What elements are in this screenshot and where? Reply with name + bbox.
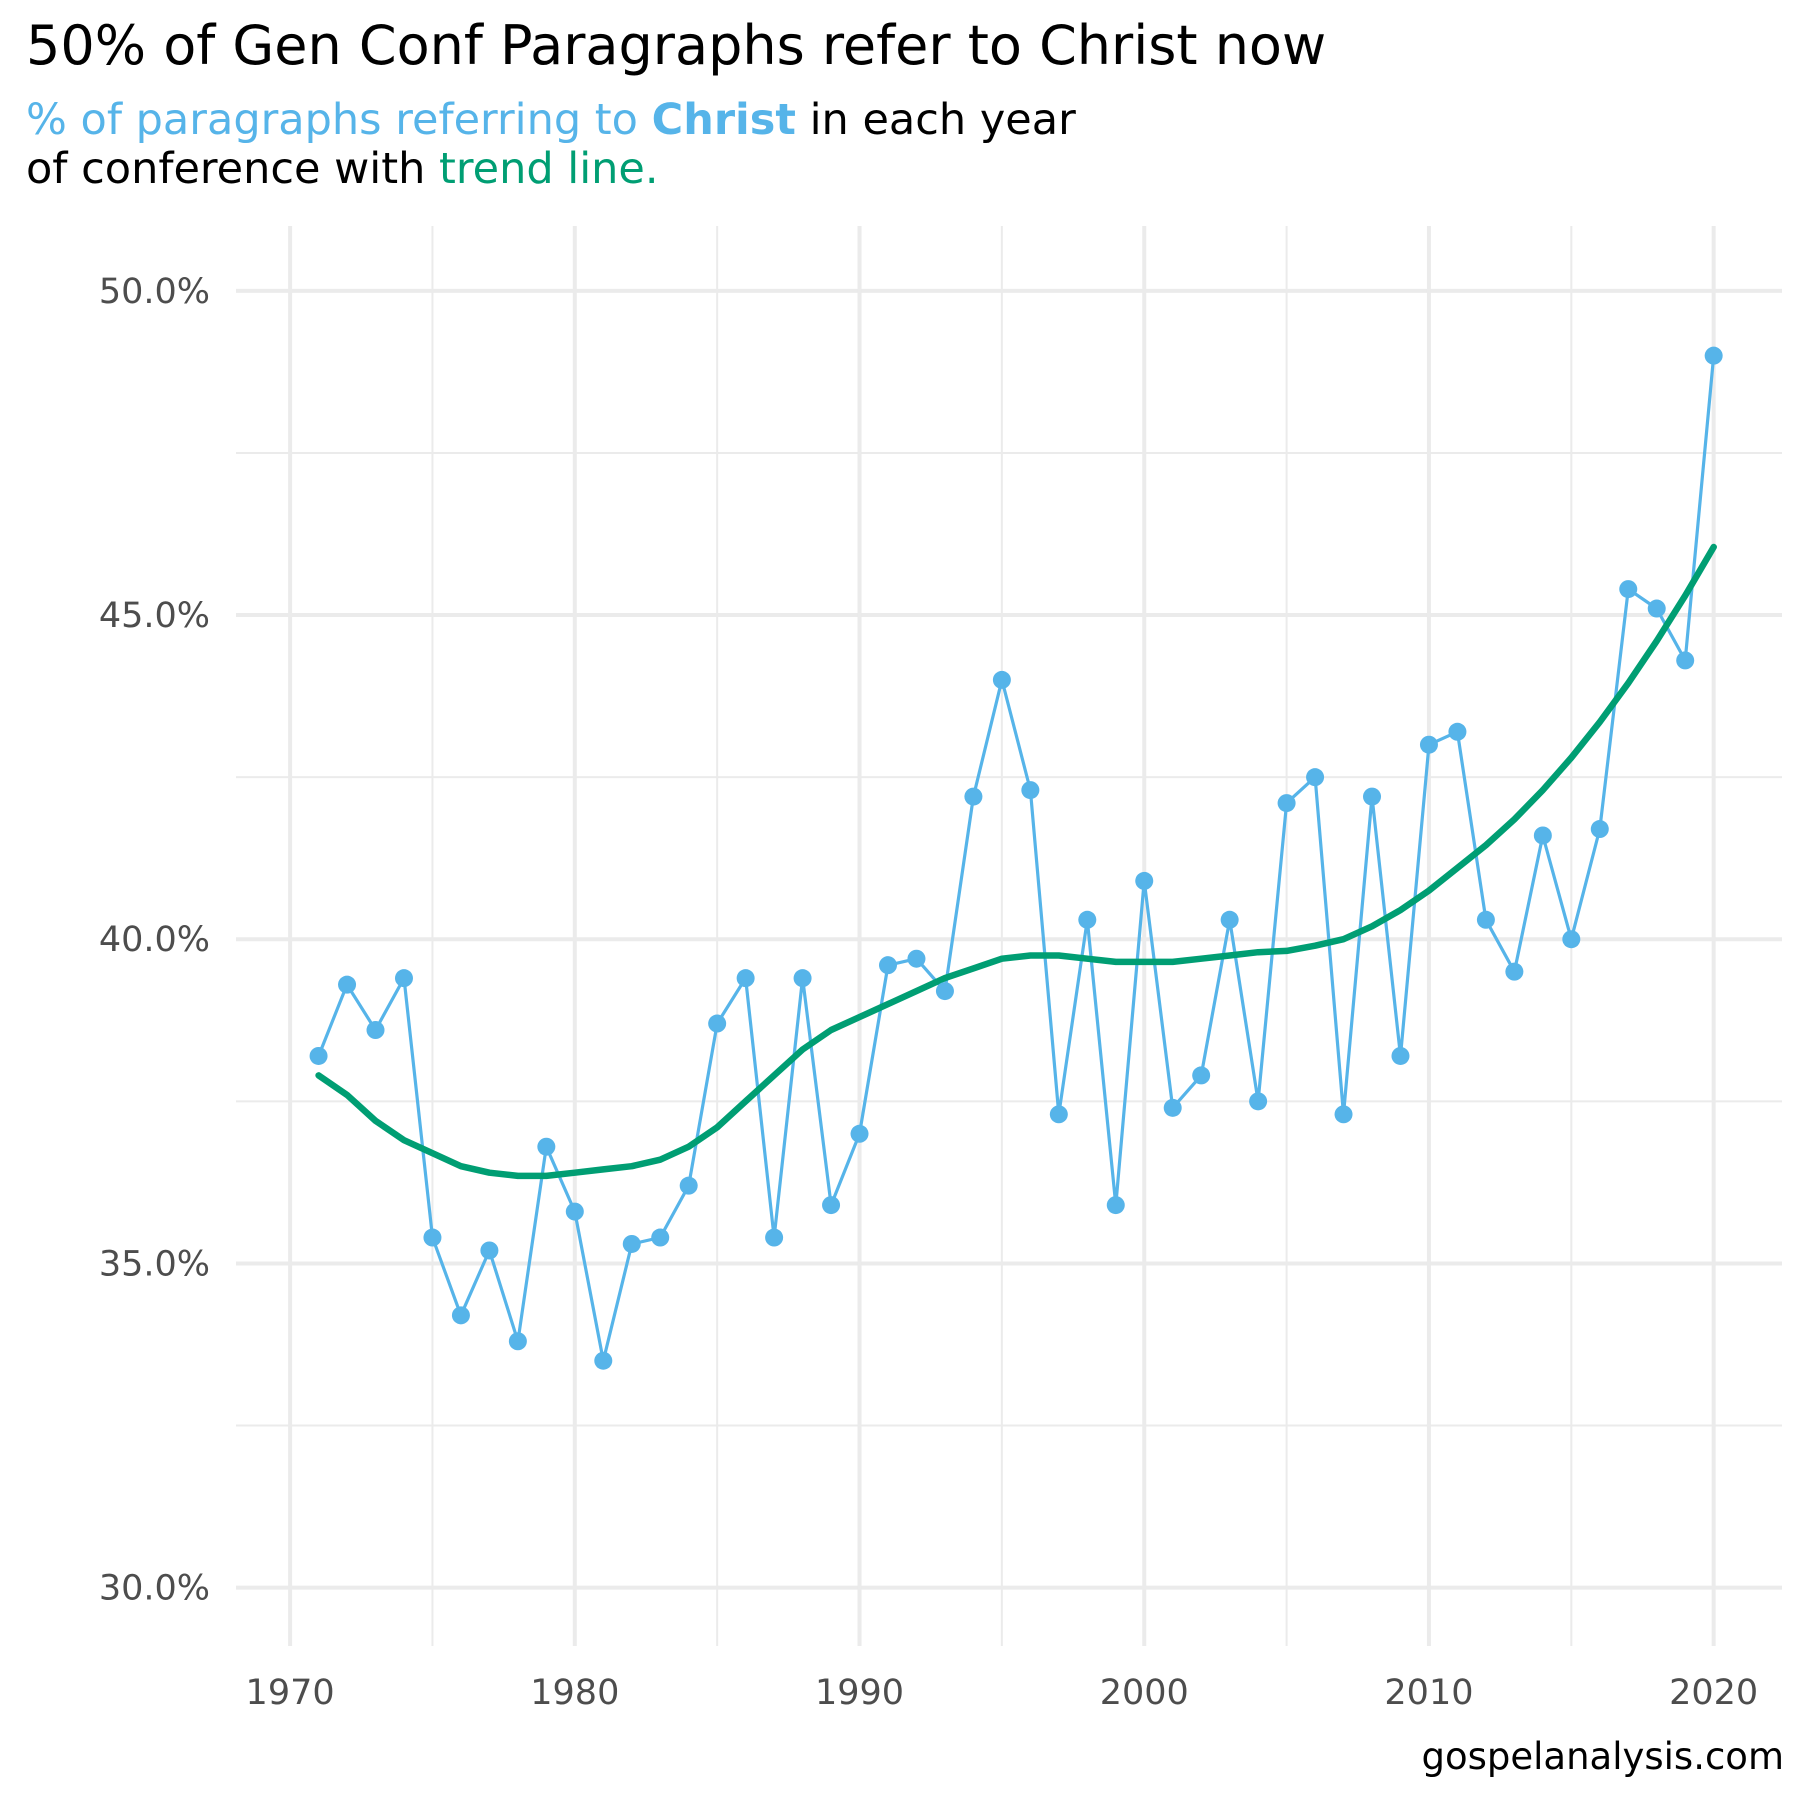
data-point <box>1192 1066 1211 1085</box>
x-tick-label: 2010 <box>1384 1673 1473 1713</box>
series-line <box>317 355 1716 1363</box>
data-point <box>423 1228 442 1247</box>
data-point <box>1163 1098 1182 1117</box>
series-layer <box>309 346 1723 1370</box>
data-point <box>1049 1105 1068 1124</box>
data-point <box>964 787 983 806</box>
data-point <box>1419 735 1438 754</box>
data-point <box>1562 930 1581 949</box>
data-point <box>1533 826 1552 845</box>
data-point <box>1619 580 1638 599</box>
y-tick-label: 40.0% <box>99 920 210 960</box>
x-tick-label: 2000 <box>1100 1673 1189 1713</box>
data-point <box>1277 794 1296 813</box>
data-point <box>1106 1196 1125 1215</box>
caption: gospelanalysis.com <box>1421 1735 1784 1778</box>
data-point <box>1676 651 1695 670</box>
data-point <box>822 1196 841 1215</box>
data-point <box>1505 962 1524 981</box>
subtitle-part-2: Christ <box>651 95 796 145</box>
subtitle-part-4: of conference with <box>26 144 440 194</box>
x-tick-label: 2020 <box>1669 1673 1758 1713</box>
data-point <box>1704 346 1723 365</box>
subtitle-part-5: trend line. <box>439 144 659 194</box>
data-point <box>793 969 812 988</box>
data-point <box>1590 820 1609 839</box>
trend-line <box>315 543 1717 1180</box>
data-point <box>1448 722 1467 741</box>
data-point <box>565 1202 584 1221</box>
data-point <box>878 956 897 975</box>
data-point <box>765 1228 784 1247</box>
data-point <box>850 1124 869 1143</box>
subtitle-part-1: % of paragraphs referring to <box>26 95 652 145</box>
subtitle-part-3: in each year <box>795 95 1076 145</box>
data-point <box>338 975 357 994</box>
chart-title: 50% of Gen Conf Paragraphs refer to Chri… <box>26 14 1327 77</box>
x-tick-label: 1990 <box>815 1673 904 1713</box>
data-point <box>366 1021 385 1040</box>
data-point <box>1135 871 1154 890</box>
data-point <box>394 969 413 988</box>
data-point <box>1021 781 1040 800</box>
grid-minor <box>236 226 1782 1646</box>
data-point <box>992 670 1011 689</box>
y-axis-ticks: 30.0% 35.0% 40.0% 45.0% 50.0% <box>99 272 210 1609</box>
data-point <box>651 1228 670 1247</box>
x-tick-label: 1980 <box>530 1673 619 1713</box>
data-point <box>907 949 926 968</box>
data-point <box>537 1137 556 1156</box>
data-point <box>679 1176 698 1195</box>
grid-major <box>236 226 1782 1646</box>
data-point <box>1391 1046 1410 1065</box>
data-point <box>508 1332 527 1351</box>
data-point <box>1647 599 1666 618</box>
data-point <box>1078 910 1097 929</box>
y-tick-label: 30.0% <box>99 1569 210 1609</box>
data-point <box>1334 1105 1353 1124</box>
y-tick-label: 50.0% <box>99 272 210 312</box>
x-tick-label: 1970 <box>246 1673 335 1713</box>
data-point <box>1363 787 1382 806</box>
data-point <box>935 982 954 1001</box>
data-point <box>1476 910 1495 929</box>
data-point <box>1249 1092 1268 1111</box>
data-point <box>736 969 755 988</box>
y-tick-label: 45.0% <box>99 596 210 636</box>
data-point <box>594 1351 613 1370</box>
x-axis-ticks: 1970 1980 1990 2000 2010 2020 <box>246 1673 1759 1713</box>
data-point <box>1306 768 1325 787</box>
data-point <box>309 1046 328 1065</box>
chart-subtitle: % of paragraphs referring to Christ in e… <box>26 96 1076 194</box>
y-tick-label: 35.0% <box>99 1244 210 1284</box>
data-point <box>708 1014 727 1033</box>
data-point <box>622 1234 641 1253</box>
data-point <box>1220 910 1239 929</box>
data-point <box>451 1306 470 1325</box>
data-point <box>480 1241 499 1260</box>
